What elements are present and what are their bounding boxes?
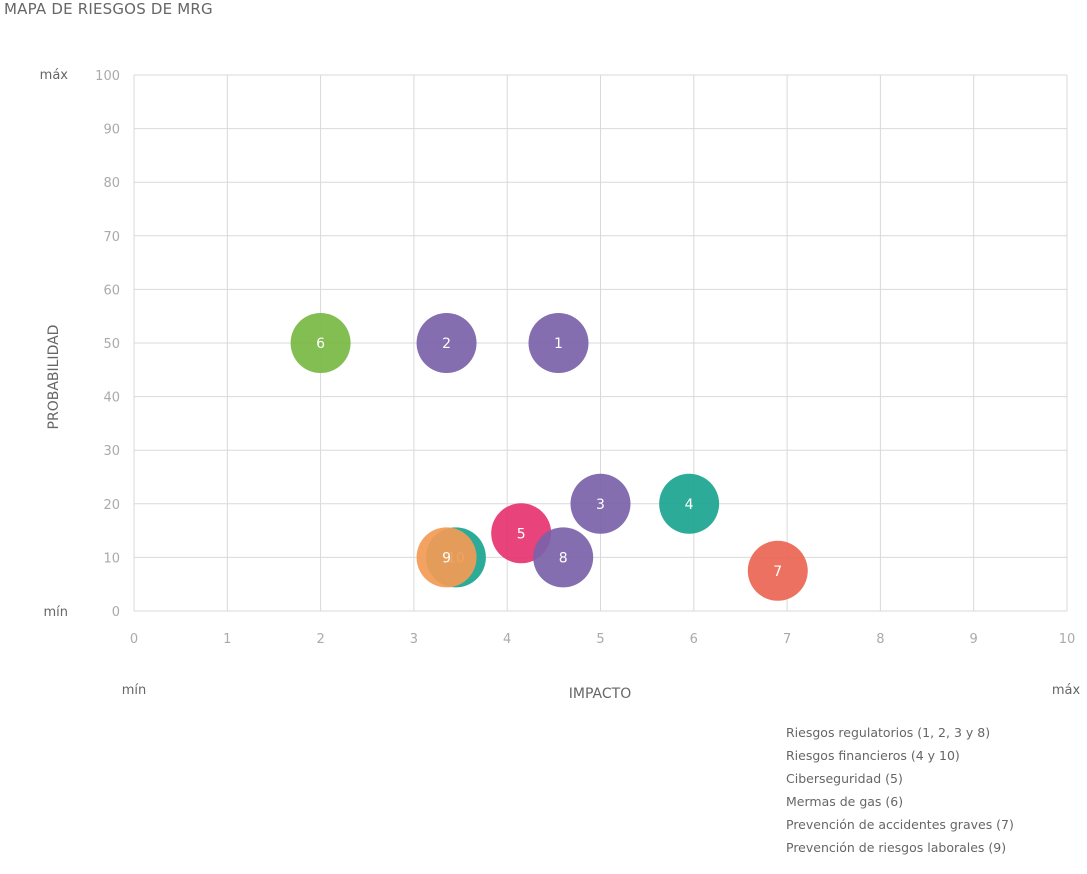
risk-bubble-4: 4 bbox=[659, 473, 720, 534]
y-tick-label: 60 bbox=[103, 283, 120, 298]
y-tick-label: 20 bbox=[103, 498, 120, 513]
bubble-label: 5 bbox=[517, 526, 526, 542]
bubble-label: 4 bbox=[685, 497, 694, 513]
x-min-label: mín bbox=[122, 683, 147, 698]
x-tick-label: 9 bbox=[970, 632, 978, 647]
y-tick-labels: 0 10 20 30 40 50 60 70 80 90 100 bbox=[95, 69, 120, 620]
bubble bbox=[659, 473, 720, 534]
y-tick-label: 100 bbox=[95, 69, 120, 84]
legend-item: Prevención de riesgos laborales (9) bbox=[786, 840, 1007, 855]
bubble bbox=[570, 473, 631, 534]
bubble bbox=[533, 527, 594, 588]
y-tick-label: 30 bbox=[103, 444, 120, 459]
bubble-label: 9 bbox=[442, 550, 451, 566]
y-axis-label: PROBABILIDAD bbox=[46, 325, 62, 430]
legend-item: Riesgos regulatorios (1, 2, 3 y 8) bbox=[786, 725, 991, 740]
risk-bubble-2: 2 bbox=[416, 313, 477, 373]
x-axis-label: IMPACTO bbox=[569, 686, 631, 702]
y-tick-label: 0 bbox=[112, 605, 120, 620]
chart-title: MAPA DE RIESGOS DE MRG bbox=[4, 0, 213, 18]
y-tick-label: 70 bbox=[103, 230, 120, 245]
bubble-label: 3 bbox=[596, 497, 605, 513]
bubble bbox=[416, 313, 477, 373]
x-max-label: máx bbox=[1052, 683, 1081, 698]
x-tick-label: 2 bbox=[316, 632, 324, 647]
legend-item: Mermas de gas (6) bbox=[786, 794, 904, 809]
y-tick-label: 50 bbox=[103, 337, 120, 352]
x-tick-label: 6 bbox=[690, 632, 698, 647]
risk-bubble-6: 6 bbox=[290, 313, 351, 373]
risk-bubble-1: 1 bbox=[528, 313, 589, 373]
x-tick-label: 1 bbox=[223, 632, 231, 647]
grid-lines bbox=[133, 74, 1068, 612]
risk-bubble-7: 7 bbox=[747, 540, 808, 601]
bubble bbox=[416, 527, 477, 588]
x-tick-label: 5 bbox=[596, 632, 604, 647]
bubble bbox=[290, 313, 351, 373]
bubble bbox=[528, 313, 589, 373]
y-max-label: máx bbox=[40, 68, 69, 83]
risk-bubble-8: 8 bbox=[533, 527, 594, 588]
bubble-label: 8 bbox=[559, 550, 568, 566]
x-tick-label: 7 bbox=[783, 632, 791, 647]
bubble-label: 7 bbox=[773, 564, 782, 580]
legend-item: Prevención de accidentes graves (7) bbox=[786, 817, 1014, 832]
y-tick-label: 10 bbox=[103, 551, 120, 566]
x-tick-label: 4 bbox=[503, 632, 511, 647]
legend-item: Ciberseguridad (5) bbox=[786, 771, 903, 786]
x-tick-label: 8 bbox=[876, 632, 884, 647]
bubble bbox=[747, 540, 808, 601]
x-tick-label: 3 bbox=[410, 632, 418, 647]
risk-bubble-3: 3 bbox=[570, 473, 631, 534]
x-tick-label: 0 bbox=[130, 632, 138, 647]
legend: Riesgos regulatorios (1, 2, 3 y 8) Riesg… bbox=[786, 724, 1014, 862]
bubble-label: 6 bbox=[316, 336, 325, 352]
y-min-label: mín bbox=[43, 605, 68, 620]
x-tick-labels: 0 1 2 3 4 5 6 7 8 9 10 bbox=[130, 632, 1075, 647]
bubble-label: 2 bbox=[442, 336, 451, 352]
y-tick-label: 40 bbox=[103, 391, 120, 406]
risk-bubble-9: 9 bbox=[416, 527, 477, 588]
x-tick-label: 10 bbox=[1059, 632, 1076, 647]
y-tick-label: 80 bbox=[103, 176, 120, 191]
bubble-label: 1 bbox=[554, 336, 563, 352]
legend-item: Riesgos financieros (4 y 10) bbox=[786, 748, 960, 763]
y-tick-label: 90 bbox=[103, 123, 120, 138]
